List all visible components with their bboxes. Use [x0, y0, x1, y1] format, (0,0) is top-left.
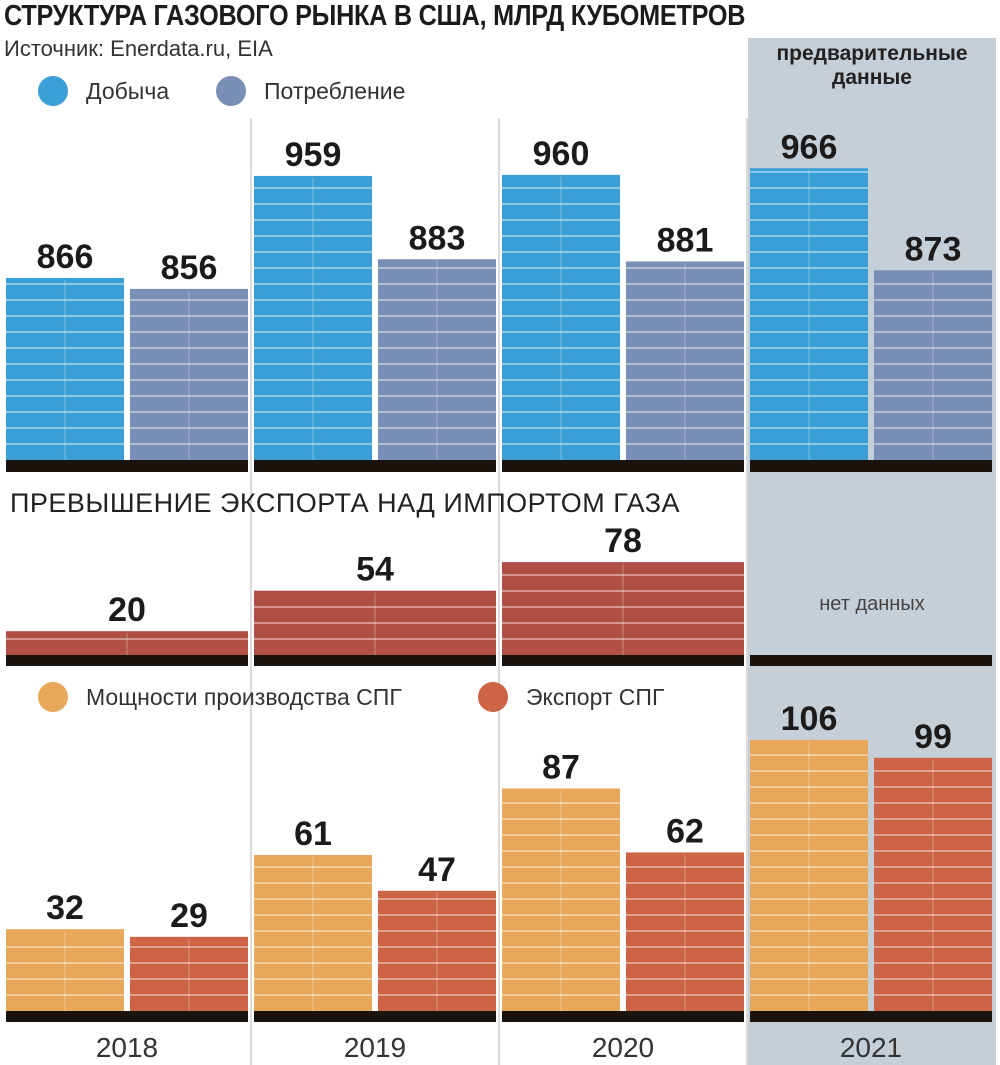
- production-bar-2021: [750, 168, 868, 461]
- legend-label-consumption: Потребление: [264, 77, 406, 104]
- baseline-segment-1: [6, 1011, 248, 1022]
- baseline-segment-1: [6, 655, 248, 666]
- lng-export-bar-2020-label: 62: [666, 812, 704, 850]
- legend-swatch-production: [38, 76, 68, 106]
- baseline-segment-1: [6, 460, 248, 472]
- net-export-bar-2019-label: 54: [356, 551, 394, 589]
- lng-capacity-bar-2019-label: 61: [294, 815, 332, 853]
- baseline-segment-4: [750, 1011, 992, 1022]
- legend-swatch-lng-capacity: [38, 682, 68, 712]
- preliminary-data-label: предварительные данные: [776, 42, 968, 89]
- legend-swatch-consumption: [216, 76, 246, 106]
- baseline-segment-2: [254, 655, 496, 666]
- no-data-label: нет данных: [819, 593, 925, 615]
- legend-item-lng-export: Экспорт СПГ: [478, 682, 664, 712]
- net-export-bar-2018: [6, 631, 248, 655]
- production-bar-2020-label: 960: [533, 135, 590, 173]
- lng-capacity-bar-2021-label: 106: [781, 700, 838, 738]
- legend-item-consumption: Потребление: [216, 76, 405, 106]
- production-bar-2019-label: 959: [285, 136, 342, 174]
- legend-label-lng-export: Экспорт СПГ: [526, 683, 665, 710]
- source-note: Источник: Enerdata.ru, EIA: [4, 36, 273, 61]
- lng-export-bar-2019-label: 47: [418, 851, 456, 889]
- lng-capacity-bar-2020: [502, 788, 620, 1011]
- year-label-2020: 2020: [592, 1032, 654, 1063]
- legend-label-production: Добыча: [86, 77, 170, 104]
- year-label-2021: 2021: [840, 1032, 902, 1063]
- legend-label-lng-capacity: Мощности производства СПГ: [86, 683, 402, 710]
- net-export-bar-2020-label: 78: [604, 522, 642, 560]
- legend-swatch-lng-export: [478, 682, 508, 712]
- production-bar-2018: [6, 277, 124, 460]
- baseline-segment-4: [750, 460, 992, 472]
- legend-item-production: Добыча: [38, 76, 169, 106]
- lng-export-bar-2018: [130, 936, 248, 1011]
- baseline-segment-3: [502, 1011, 744, 1022]
- lng-capacity-bar-2020-label: 87: [542, 748, 580, 786]
- consumption-bar-2018: [130, 288, 248, 460]
- year-label-2018: 2018: [96, 1032, 158, 1063]
- chart-title: СТРУКТУРА ГАЗОВОГО РЫНКА В США, МЛРД КУБ…: [4, 0, 746, 32]
- baseline-segment-3: [502, 655, 744, 666]
- lng-capacity-bar-2018: [6, 929, 124, 1011]
- production-bar-2018-label: 866: [37, 238, 94, 276]
- baseline-segment-3: [502, 460, 744, 472]
- lng-capacity-bar-2019: [254, 854, 372, 1011]
- baseline-segment-2: [254, 1011, 496, 1022]
- consumption-bar-2020-label: 881: [657, 221, 714, 259]
- lng-export-bar-2018-label: 29: [170, 897, 208, 935]
- legend-item-lng-capacity: Мощности производства СПГ: [38, 682, 402, 712]
- baseline-segment-4: [750, 655, 992, 666]
- lng-export-bar-2021: [874, 757, 992, 1011]
- production-bar-2021-label: 966: [781, 128, 838, 166]
- net-export-bar-2018-label: 20: [108, 591, 146, 629]
- consumption-bar-2019: [378, 259, 496, 460]
- lng-capacity-bar-2021: [750, 739, 868, 1011]
- consumption-bar-2021-label: 873: [905, 230, 962, 268]
- consumption-bar-2020: [626, 261, 744, 460]
- production-bar-2019: [254, 175, 372, 460]
- year-label-2019: 2019: [344, 1032, 406, 1063]
- lng-export-bar-2019: [378, 890, 496, 1011]
- lng-export-bar-2021-label: 99: [914, 718, 952, 756]
- lng-export-bar-2020: [626, 852, 744, 1011]
- consumption-bar-2019-label: 883: [409, 219, 466, 257]
- lng-capacity-bar-2018-label: 32: [46, 889, 84, 927]
- net-export-section-title: ПРЕВЫШЕНИЕ ЭКСПОРТА НАД ИМПОРТОМ ГАЗА: [10, 488, 681, 518]
- baseline-segment-2: [254, 460, 496, 472]
- consumption-bar-2018-label: 856: [161, 249, 218, 287]
